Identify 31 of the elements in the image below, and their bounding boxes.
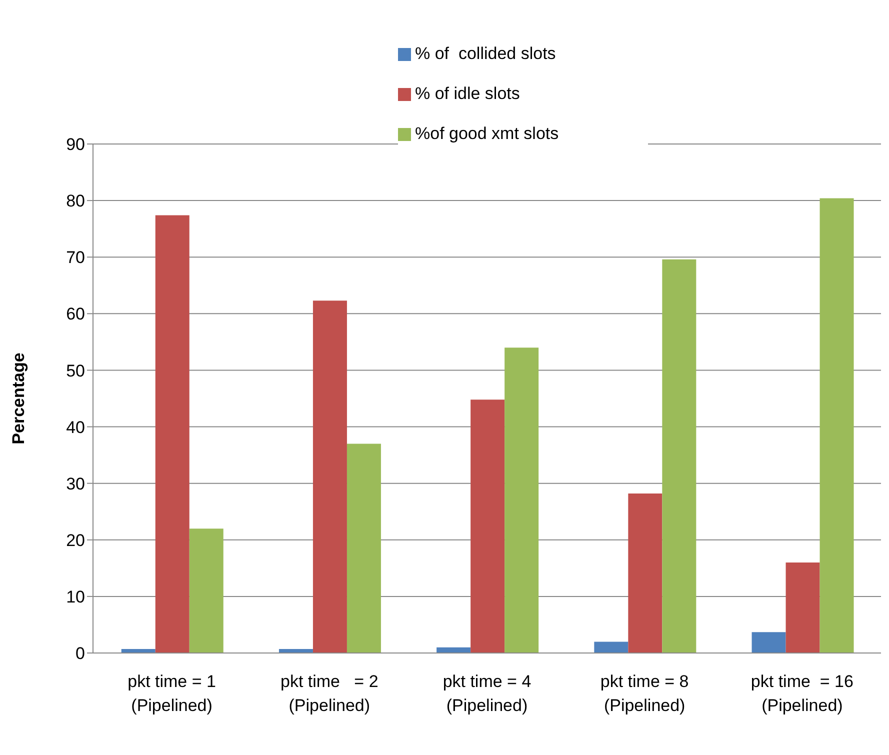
bar: [786, 562, 820, 653]
bar: [820, 198, 854, 653]
legend-label: % of collided slots: [415, 44, 556, 63]
y-tick-label: 40: [66, 418, 85, 437]
y-tick-label: 50: [66, 361, 85, 380]
y-tick-label: 30: [66, 474, 85, 494]
bar: [155, 215, 190, 653]
bar: [470, 400, 505, 653]
legend-label: % of idle slots: [415, 84, 520, 103]
y-tick-label: 10: [66, 587, 85, 606]
x-tick-label: pkt time = 8 (Pipelined): [600, 672, 689, 715]
y-tick-label: 70: [66, 248, 85, 268]
y-tick-label: 90: [66, 135, 85, 154]
bar: [628, 494, 662, 653]
y-tick-label: 0: [76, 644, 85, 664]
bar: [346, 444, 381, 653]
bar: [594, 642, 628, 653]
x-tick-label: pkt time = 4 (Pipelined): [442, 672, 532, 715]
x-tick-label: pkt time = 1 (Pipelined): [128, 672, 216, 715]
x-tick-label: pkt time = 16 (Pipelined): [750, 672, 854, 715]
bar: [752, 632, 786, 653]
x-tick-label: pkt time = 2 (Pipelined): [280, 672, 378, 715]
legend-label: %of good xmt slots: [415, 124, 559, 143]
bar: [312, 300, 347, 653]
y-tick-label: 20: [66, 530, 85, 550]
y-tick-label: 80: [66, 192, 85, 211]
bar: [189, 528, 224, 653]
y-tick-label: 60: [66, 304, 85, 324]
y-axis-title: Percentage: [9, 352, 28, 444]
bar: [504, 348, 539, 653]
bar: [662, 259, 696, 653]
